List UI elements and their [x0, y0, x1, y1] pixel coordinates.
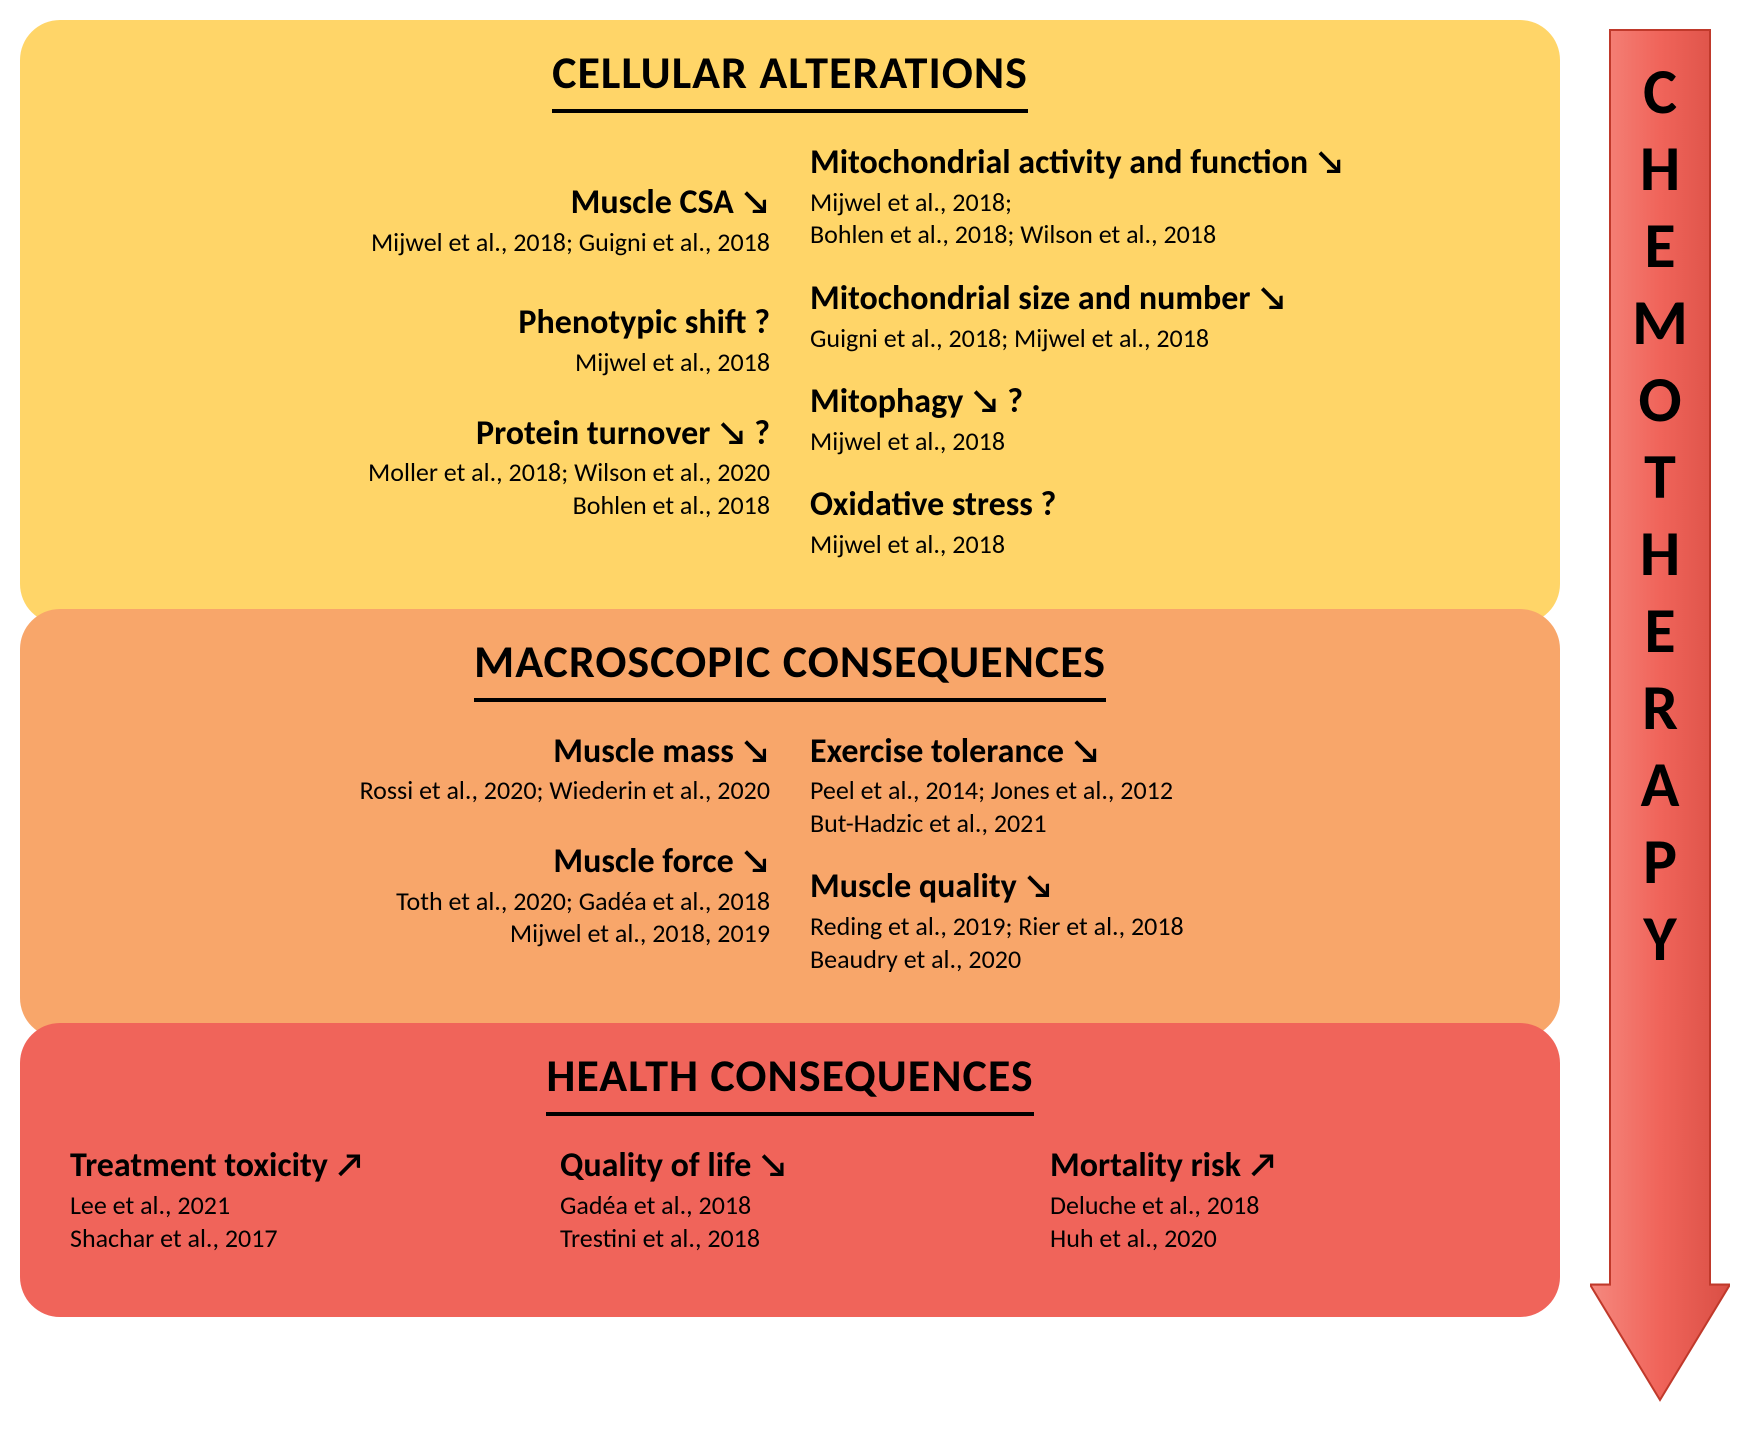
item-mito-activity: Mitochondrial activity and function ↘ Mi…: [810, 143, 1510, 251]
item-label: Muscle quality ↘: [810, 867, 1510, 908]
panel-body: Treatment toxicity ↗ Lee et al., 2021Sha…: [70, 1146, 1510, 1282]
item-label: Quality of life ↘: [560, 1146, 1020, 1187]
arrow-letter: A: [1641, 753, 1680, 817]
item-refs: Mijwel et al., 2018: [70, 346, 770, 379]
item-label: Muscle CSA ↘: [70, 183, 770, 224]
left-column: Muscle mass ↘ Rossi et al., 2020; Wieder…: [70, 732, 770, 1004]
item-refs: Mijwel et al., 2018;Bohlen et al., 2018;…: [810, 186, 1510, 251]
right-column: Exercise tolerance ↘ Peel et al., 2014; …: [810, 732, 1510, 1004]
item-refs: Mijwel et al., 2018; Guigni et al., 2018: [70, 226, 770, 259]
item-label: Muscle force ↘: [70, 842, 770, 883]
item-label: Mitochondrial activity and function ↘: [810, 143, 1510, 184]
item-label: Treatment toxicity ↗: [70, 1146, 530, 1187]
item-mitophagy: Mitophagy ↘ ? Mijwel et al., 2018: [810, 382, 1510, 457]
item-mortality-risk: Mortality risk ↗ Deluche et al., 2018Huh…: [1050, 1146, 1510, 1254]
panel-body: Muscle mass ↘ Rossi et al., 2020; Wieder…: [70, 732, 1510, 1004]
item-refs: Mijwel et al., 2018: [810, 425, 1510, 458]
item-quality-of-life: Quality of life ↘ Gadéa et al., 2018Tres…: [560, 1146, 1020, 1254]
arrow-letter: M: [1632, 291, 1688, 355]
item-refs: Lee et al., 2021Shachar et al., 2017: [70, 1189, 530, 1254]
item-muscle-mass: Muscle mass ↘ Rossi et al., 2020; Wieder…: [70, 732, 770, 807]
right-column: Mitochondrial activity and function ↘ Mi…: [810, 143, 1510, 589]
arrow-letter: T: [1644, 445, 1676, 509]
panel-cellular-alterations: CELLULAR ALTERATIONS Muscle CSA ↘ Mijwel…: [20, 20, 1560, 624]
panel-title: CELLULAR ALTERATIONS: [552, 45, 1028, 113]
arrow-letter: E: [1644, 214, 1675, 278]
arrow-letter: H: [1640, 137, 1680, 201]
arrow-letter: H: [1640, 522, 1680, 586]
item-label: Mitochondrial size and number ↘: [810, 279, 1510, 320]
panel-body: Muscle CSA ↘ Mijwel et al., 2018; Guigni…: [70, 143, 1510, 589]
item-refs: Guigni et al., 2018; Mijwel et al., 2018: [810, 322, 1510, 355]
panel-title: MACROSCOPIC CONSEQUENCES: [474, 634, 1106, 702]
arrow-letter: O: [1638, 368, 1681, 432]
panel-title: HEALTH CONSEQUENCES: [546, 1048, 1033, 1116]
item-phenotypic-shift: Phenotypic shift ? Mijwel et al., 2018: [70, 303, 770, 378]
panel-macroscopic-consequences: MACROSCOPIC CONSEQUENCES Muscle mass ↘ R…: [20, 609, 1560, 1039]
left-column: Muscle CSA ↘ Mijwel et al., 2018; Guigni…: [70, 143, 770, 589]
arrow-letter: Y: [1643, 907, 1676, 971]
arrow-letter: R: [1642, 676, 1678, 740]
item-muscle-quality: Muscle quality ↘ Reding et al., 2019; Ri…: [810, 867, 1510, 975]
item-refs: Moller et al., 2018; Wilson et al., 2020…: [70, 456, 770, 521]
item-refs: Rossi et al., 2020; Wiederin et al., 202…: [70, 774, 770, 807]
diagram-container: CELLULAR ALTERATIONS Muscle CSA ↘ Mijwel…: [20, 20, 1730, 1405]
item-refs: Mijwel et al., 2018: [810, 528, 1510, 561]
arrow-letter: C: [1643, 60, 1677, 124]
item-refs: Toth et al., 2020; Gadéa et al., 2018Mij…: [70, 885, 770, 950]
chemotherapy-arrow: C H E M O T H E R A P Y: [1590, 20, 1730, 1405]
item-label: Muscle mass ↘: [70, 732, 770, 773]
item-label: Mitophagy ↘ ?: [810, 382, 1510, 423]
item-refs: Gadéa et al., 2018Trestini et al., 2018: [560, 1189, 1020, 1254]
item-muscle-force: Muscle force ↘ Toth et al., 2020; Gadéa …: [70, 842, 770, 950]
item-label: Oxidative stress ?: [810, 485, 1510, 526]
panels-column: CELLULAR ALTERATIONS Muscle CSA ↘ Mijwel…: [20, 20, 1560, 1405]
item-label: Mortality risk ↗: [1050, 1146, 1510, 1187]
item-label: Exercise tolerance ↘: [810, 732, 1510, 773]
item-exercise-tolerance: Exercise tolerance ↘ Peel et al., 2014; …: [810, 732, 1510, 840]
item-oxidative-stress: Oxidative stress ? Mijwel et al., 2018: [810, 485, 1510, 560]
item-refs: Deluche et al., 2018Huh et al., 2020: [1050, 1189, 1510, 1254]
arrow-label: C H E M O T H E R A P Y: [1590, 20, 1730, 1405]
arrow-letter: P: [1643, 830, 1677, 894]
arrow-letter: E: [1644, 599, 1675, 663]
item-muscle-csa: Muscle CSA ↘ Mijwel et al., 2018; Guigni…: [70, 183, 770, 258]
item-refs: Reding et al., 2019; Rier et al., 2018Be…: [810, 910, 1510, 975]
item-label: Phenotypic shift ?: [70, 303, 770, 344]
panel-health-consequences: HEALTH CONSEQUENCES Treatment toxicity ↗…: [20, 1023, 1560, 1317]
item-label: Protein turnover ↘ ?: [70, 414, 770, 455]
item-refs: Peel et al., 2014; Jones et al., 2012But…: [810, 774, 1510, 839]
item-protein-turnover: Protein turnover ↘ ? Moller et al., 2018…: [70, 414, 770, 522]
item-mito-size: Mitochondrial size and number ↘ Guigni e…: [810, 279, 1510, 354]
item-treatment-toxicity: Treatment toxicity ↗ Lee et al., 2021Sha…: [70, 1146, 530, 1254]
